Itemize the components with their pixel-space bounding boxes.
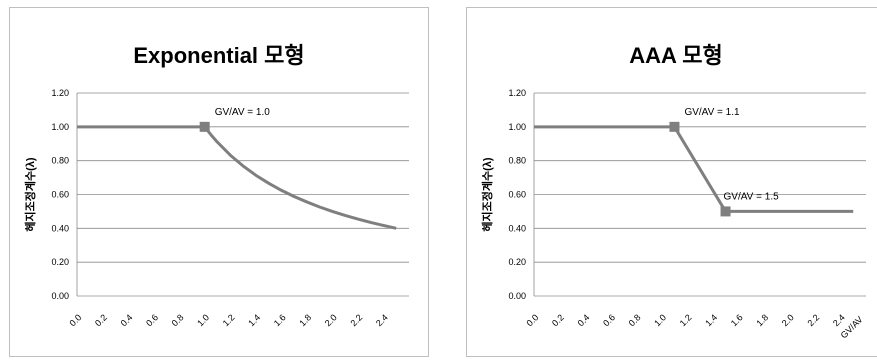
x-tick-label: 0.2 <box>550 312 566 328</box>
chart-panel-exponential: Exponential 모형 0.00 0.20 0.40 0.60 0.80 1.00 1… <box>9 7 429 357</box>
y-tick-label: 0.00 <box>508 291 526 301</box>
x-tick-label: 0.0 <box>524 312 540 328</box>
x-tick-label: 1.6 <box>272 312 288 328</box>
chart-panel-aaa: AAA 모형 0.00 0.20 0.40 0.60 0.80 1.00 1.20 0.0 0.… <box>466 7 877 357</box>
x-tick-label: 1.8 <box>754 312 770 328</box>
x-tick-label: 0.8 <box>627 312 643 328</box>
y-axis-label: 헤지조정계수(λ) <box>23 157 37 232</box>
series-line <box>77 127 396 228</box>
chart-svg-aaa: 0.00 0.20 0.40 0.60 0.80 1.00 1.20 0.0 0.2 0.4 0.6… <box>467 8 877 358</box>
x-tick-label: 2.2 <box>348 312 364 328</box>
x-tick-label: 1.4 <box>703 312 719 328</box>
y-axis-label: 헤지조정계수(λ) <box>480 157 494 232</box>
x-tick-label: 1.0 <box>195 312 211 328</box>
y-tick-label: 0.80 <box>51 156 69 166</box>
x-tick-label: 0.4 <box>119 312 135 328</box>
y-tick-label: 0.60 <box>51 190 69 200</box>
data-annotation: GV/AV = 1.0 <box>215 107 271 118</box>
y-tick-label: 1.20 <box>508 88 526 98</box>
data-point-marker <box>200 122 210 132</box>
y-tick-label: 0.40 <box>51 223 69 233</box>
y-tick-label: 0.20 <box>508 257 526 267</box>
x-tick-label: 0.4 <box>576 312 592 328</box>
x-tick-label: 0.0 <box>67 312 83 328</box>
x-tick-label: 0.8 <box>170 312 186 328</box>
x-tick-label: 1.2 <box>221 312 237 328</box>
x-tick-label: 1.0 <box>652 312 668 328</box>
y-tick-label: 1.20 <box>51 88 69 98</box>
chart-svg-exponential: 0.00 0.20 0.40 0.60 0.80 1.00 1.20 0.0 0.2 0.4 0.6… <box>10 8 430 358</box>
y-tick-label: 0.00 <box>51 291 69 301</box>
x-tick-label: 1.6 <box>729 312 745 328</box>
y-tick-label: 1.00 <box>51 122 69 132</box>
series-line <box>534 127 853 212</box>
x-tick-label: 1.4 <box>246 312 262 328</box>
x-tick-label: 2.4 <box>374 312 390 328</box>
x-tick-label: 2.4 <box>831 312 847 328</box>
data-point-marker <box>721 206 731 216</box>
data-point-marker <box>669 122 679 132</box>
x-tick-label: 1.8 <box>297 312 313 328</box>
x-tick-label: 2.0 <box>323 312 339 328</box>
data-annotation: GV/AV = 1.5 <box>724 191 780 202</box>
data-annotation: GV/AV = 1.1 <box>684 107 740 118</box>
x-tick-label: 2.2 <box>805 312 821 328</box>
x-tick-label: 0.2 <box>93 312 109 328</box>
y-tick-label: 0.80 <box>508 156 526 166</box>
x-tick-label: 0.6 <box>144 312 160 328</box>
y-tick-label: 0.20 <box>51 257 69 267</box>
x-tick-label: 1.2 <box>678 312 694 328</box>
y-tick-label: 0.40 <box>508 223 526 233</box>
y-tick-label: 1.00 <box>508 122 526 132</box>
y-tick-label: 0.60 <box>508 190 526 200</box>
x-tick-label: 0.6 <box>601 312 617 328</box>
x-tick-label: 2.0 <box>780 312 796 328</box>
